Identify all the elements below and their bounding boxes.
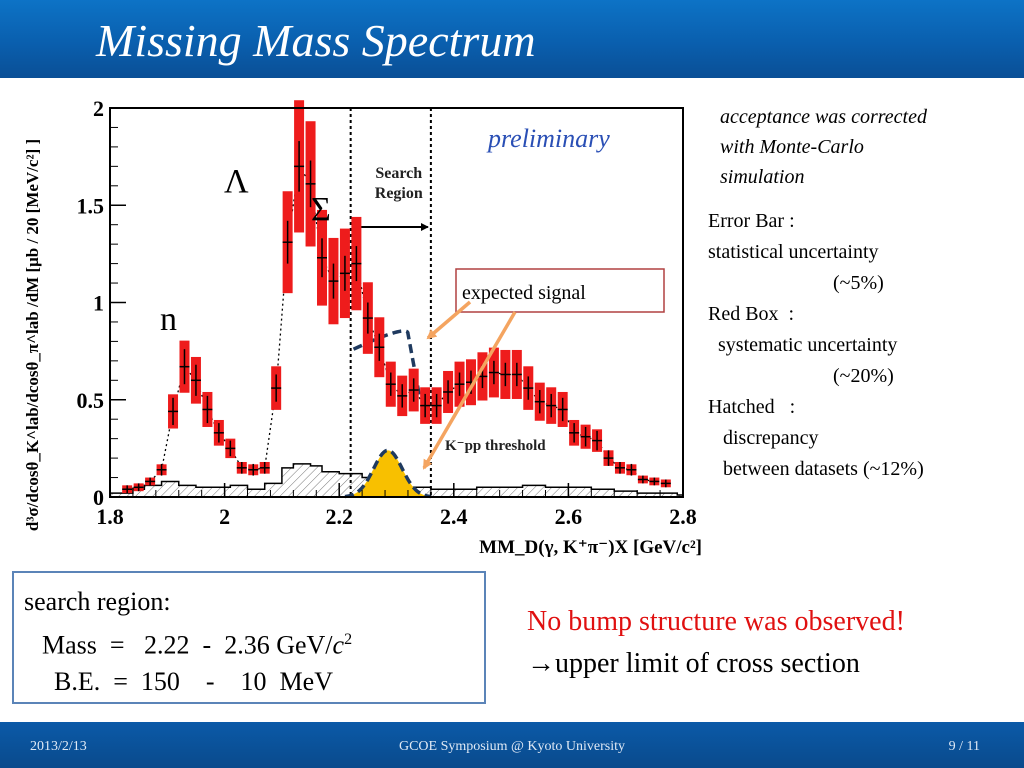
slide-footer: 2013/2/13 GCOE Symposium @ Kyoto Univers… [0, 722, 1024, 768]
x-tick-label-2: 2.2 [325, 504, 353, 529]
upper-limit-curve [352, 329, 422, 397]
x-tick-label-5: 2.8 [669, 504, 697, 529]
no-bump-message: No bump structure was observed! [527, 606, 905, 637]
y-tick-label-0: 0 [93, 485, 104, 510]
n-label: n [160, 301, 177, 338]
x-tick-label-3: 2.4 [440, 504, 468, 529]
lambda-label: Λ [224, 163, 249, 200]
x-axis-label: MM_D(γ, K⁺π⁻)X [GeV/c²] [479, 537, 702, 558]
expected-signal-callout [455, 268, 665, 313]
callout-arrow-upper [426, 300, 472, 340]
preliminary-label: preliminary [486, 124, 610, 153]
search-region-box: search region: Mass = 2.22 - 2.36 GeV/c2… [12, 571, 486, 704]
background-histogram [109, 463, 684, 498]
mass-range-text: Mass = 2.22 - 2.36 GeV/ [42, 630, 333, 660]
x-tick-label-1: 2 [219, 504, 230, 529]
slide-title: Missing Mass Spectrum [96, 15, 536, 66]
x-tick-label-0: 1.8 [96, 504, 124, 529]
threshold-label: K⁻pp threshold [445, 438, 546, 454]
y-tick-label-1: 0.5 [77, 388, 105, 413]
arrow-glyph: → [527, 648, 555, 679]
upper-limit-line: →upper limit of cross section [527, 648, 860, 680]
expected-signal-text: expected signal [462, 282, 586, 304]
mass-range-line: Mass = 2.22 - 2.36 GeV/c2 [42, 621, 352, 665]
region-label: Region [375, 185, 423, 202]
mass-unit-c: c [332, 630, 345, 660]
y-axis-label: d³σ/dcosθ_K^lab/dcosθ_π^lab /dM [μb / 20… [23, 139, 42, 531]
footer-event: GCOE Symposium @ Kyoto University [398, 739, 625, 754]
expected-signal-outline [344, 448, 432, 499]
binding-energy-line: B.E. = 150 - 10 MeV [54, 667, 333, 696]
mass-unit-exp: 2 [344, 631, 353, 648]
slide-header: Missing Mass Spectrum [0, 0, 1024, 78]
upper-limit-text: upper limit of cross section [555, 648, 860, 679]
x-tick-label-4: 2.6 [555, 504, 583, 529]
y-tick-label-2: 1 [93, 291, 104, 316]
search-label: Search [375, 165, 422, 182]
y-tick-label-3: 1.5 [77, 193, 105, 218]
search-region-heading: search region: [24, 587, 171, 616]
footer-date: 2013/2/13 [30, 739, 87, 754]
footer-page: 9 / 11 [948, 739, 980, 754]
sigma-label: Σ [311, 191, 331, 228]
y-tick-label-4: 2 [93, 96, 104, 121]
callout-arrow-lower [422, 311, 517, 470]
missing-mass-plot: Search Region 1.8 2 2.2 2.4 2.6 2.8 0 0.5 1 1.5 2 MM_… [23, 96, 702, 558]
acceptance-note: acceptance was corrected with Monte-Carl… [720, 106, 927, 188]
uncertainty-notes: Error Bar : statistical uncertainty (~5%… [708, 210, 924, 480]
expected-signal-fill [344, 450, 431, 497]
